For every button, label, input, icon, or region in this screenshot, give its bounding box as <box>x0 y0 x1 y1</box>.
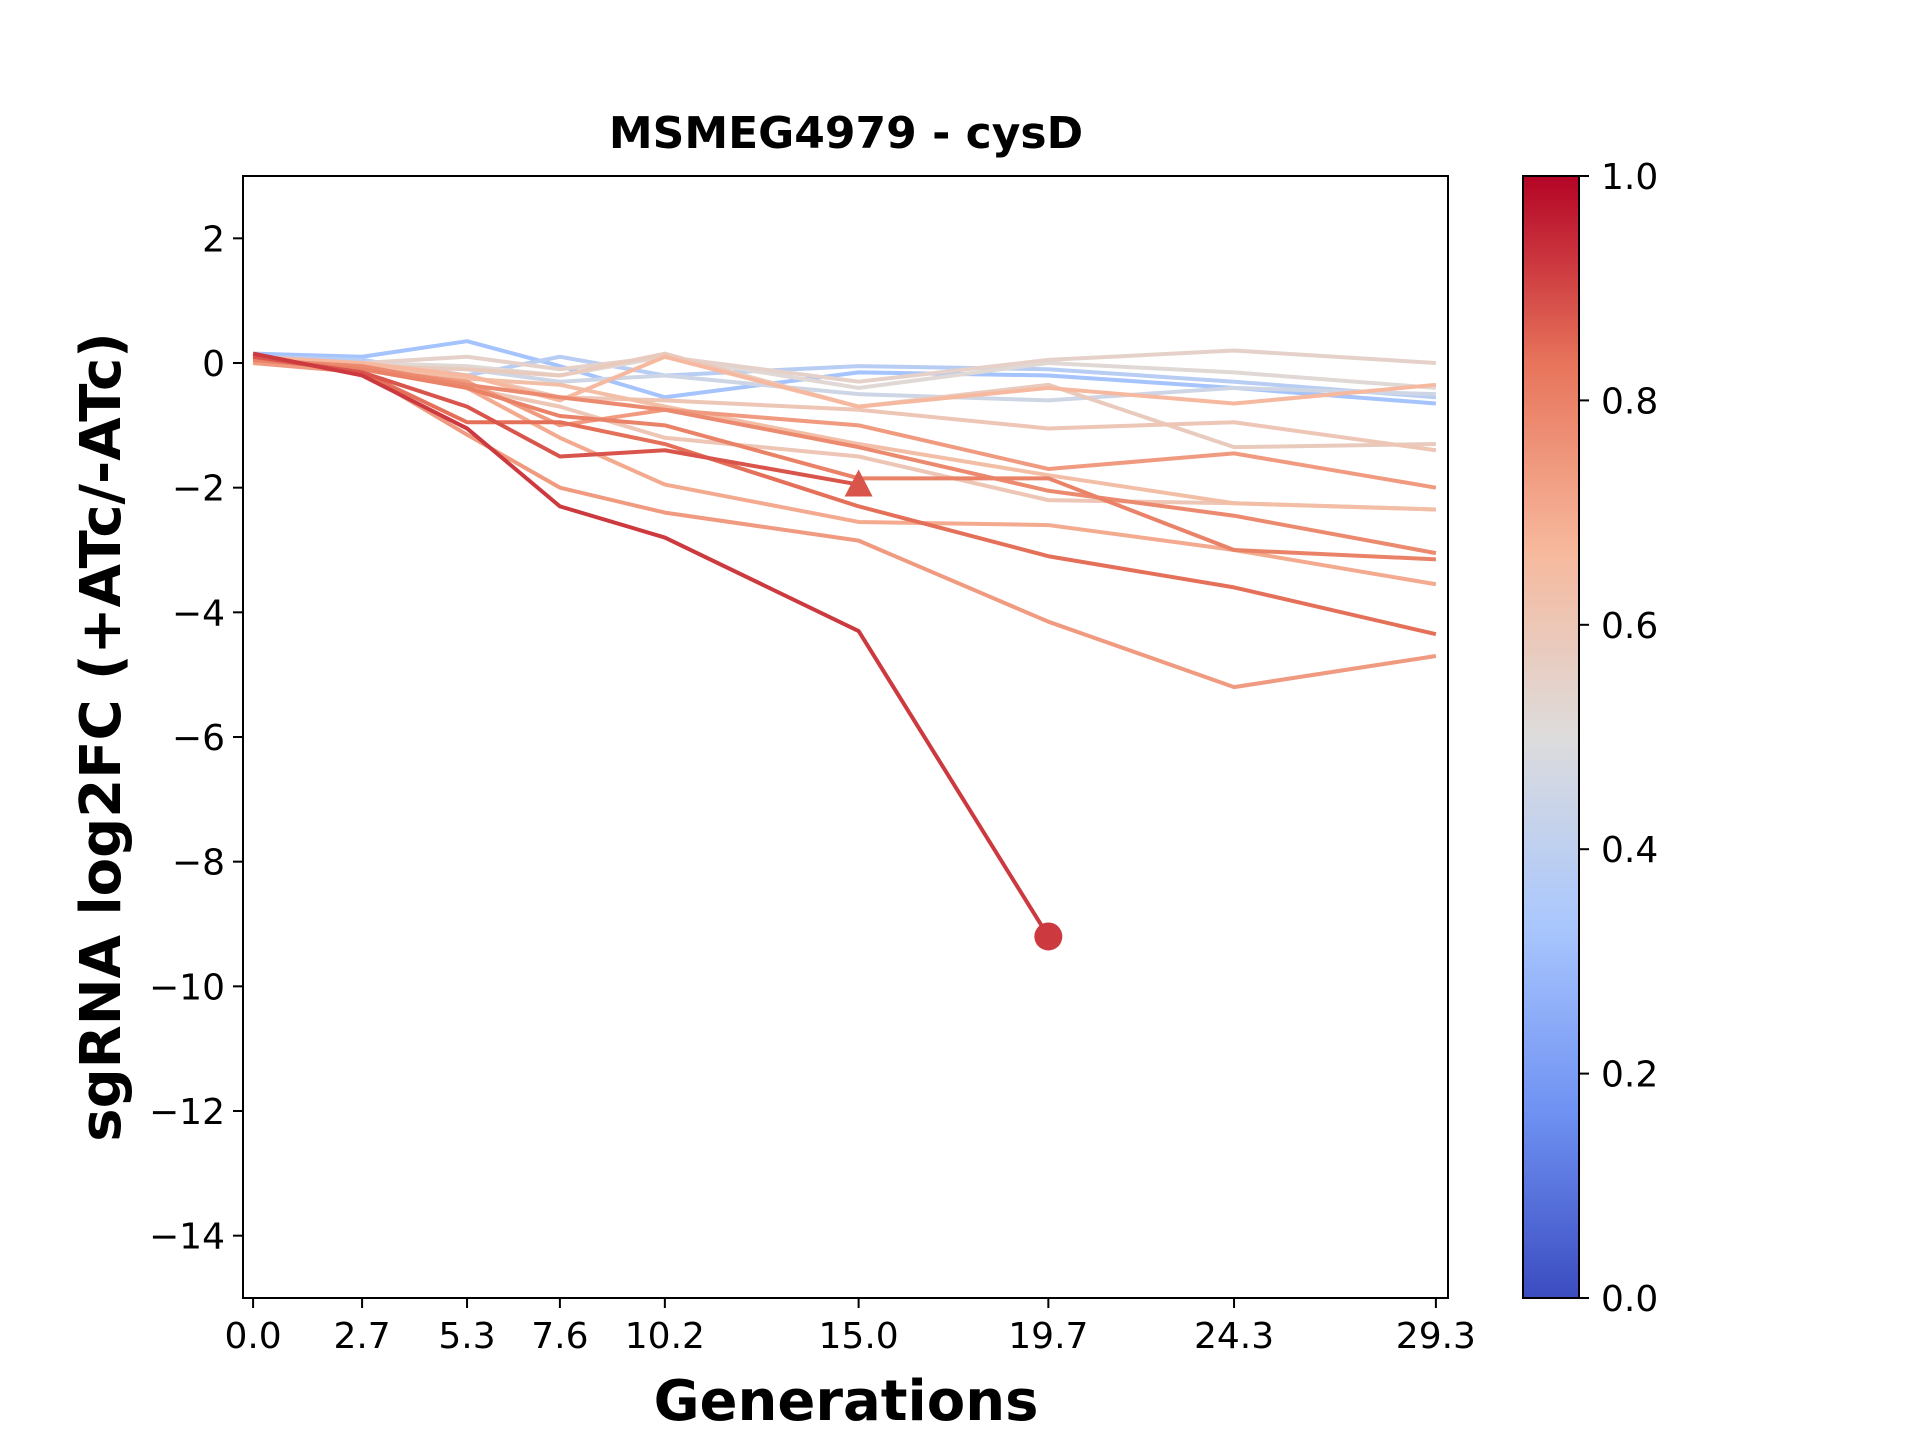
series-line-16 <box>252 354 1437 637</box>
chart-title: MSMEG4979 - cysD <box>609 108 1083 159</box>
colorbar-tick-label: 1.0 <box>1601 157 1658 198</box>
x-tick-label: 2.7 <box>333 1316 390 1357</box>
x-tick-label: 15.0 <box>819 1316 899 1357</box>
y-axis-title: sgRNA log2FC (+ATc/-ATc) <box>69 332 134 1142</box>
y-tick-label: −10 <box>149 967 225 1008</box>
y-tick-label: 0 <box>202 344 225 385</box>
series-line-18 <box>252 351 1051 938</box>
series-line-10 <box>252 354 1437 409</box>
series-line-17 <box>252 354 859 487</box>
series-line-9 <box>252 354 1436 512</box>
x-tick-label: 5.3 <box>438 1316 495 1357</box>
series-line-14 <box>252 357 1437 556</box>
x-tick-label: 24.3 <box>1194 1316 1274 1357</box>
y-tick-label: −12 <box>149 1092 225 1133</box>
y-tick-label: −14 <box>149 1217 225 1258</box>
series-end-triangle-marker <box>844 469 873 497</box>
y-tick-label: −6 <box>172 718 225 759</box>
plot-frame <box>242 175 1449 1299</box>
x-tick-label: 19.7 <box>1008 1316 1088 1357</box>
y-axis: 2 0 −2 −4 −6 −8 −10 −12 −14 <box>149 219 243 1258</box>
colorbar-tick-label: 0.8 <box>1601 381 1658 422</box>
colorbar-axis: 0.0 0.2 0.4 0.6 0.8 1.0 <box>1579 157 1658 1320</box>
y-tick-label: −2 <box>172 469 225 510</box>
y-tick-label: 2 <box>202 219 225 260</box>
x-tick-label: 10.2 <box>625 1316 705 1357</box>
x-tick-label: 0.0 <box>224 1316 281 1357</box>
colorbar-tick-label: 0.2 <box>1601 1055 1658 1096</box>
y-tick-label: −4 <box>172 593 225 634</box>
series-line-1 <box>253 339 1437 406</box>
x-tick-label: 7.6 <box>531 1316 588 1357</box>
x-axis-title: Generations <box>654 1369 1039 1434</box>
x-axis: 0.0 2.7 5.3 7.6 10.2 15.0 19.7 24.3 29.3 <box>224 1298 1476 1357</box>
colorbar <box>1522 175 1580 1299</box>
series-line-15 <box>252 357 1436 562</box>
y-tick-label: −8 <box>172 843 225 884</box>
colorbar-tick-label: 0.4 <box>1601 830 1658 871</box>
colorbar-tick-label: 0.0 <box>1601 1279 1658 1320</box>
x-tick-label: 29.3 <box>1396 1316 1476 1357</box>
colorbar-tick-label: 0.6 <box>1601 606 1658 647</box>
series-layer <box>252 339 1437 951</box>
series-end-circle-marker <box>1034 922 1063 951</box>
